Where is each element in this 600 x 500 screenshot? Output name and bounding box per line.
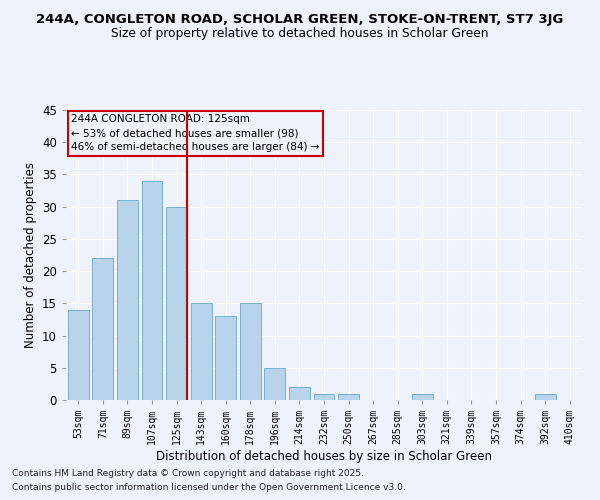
Text: 244A CONGLETON ROAD: 125sqm
← 53% of detached houses are smaller (98)
46% of sem: 244A CONGLETON ROAD: 125sqm ← 53% of det… [71,114,320,152]
Bar [240,304,261,400]
Bar [289,387,310,400]
Bar [142,181,163,400]
Bar [68,310,89,400]
X-axis label: Distribution of detached houses by size in Scholar Green: Distribution of detached houses by size … [156,450,492,463]
Bar [166,206,187,400]
Bar [412,394,433,400]
Bar [314,394,334,400]
Text: 244A, CONGLETON ROAD, SCHOLAR GREEN, STOKE-ON-TRENT, ST7 3JG: 244A, CONGLETON ROAD, SCHOLAR GREEN, STO… [37,12,563,26]
Bar [191,304,212,400]
Text: Contains HM Land Registry data © Crown copyright and database right 2025.: Contains HM Land Registry data © Crown c… [12,468,364,477]
Bar [338,394,359,400]
Text: Size of property relative to detached houses in Scholar Green: Size of property relative to detached ho… [111,28,489,40]
Bar [535,394,556,400]
Y-axis label: Number of detached properties: Number of detached properties [23,162,37,348]
Bar [117,200,138,400]
Text: Contains public sector information licensed under the Open Government Licence v3: Contains public sector information licen… [12,484,406,492]
Bar [265,368,286,400]
Bar [92,258,113,400]
Bar [215,316,236,400]
